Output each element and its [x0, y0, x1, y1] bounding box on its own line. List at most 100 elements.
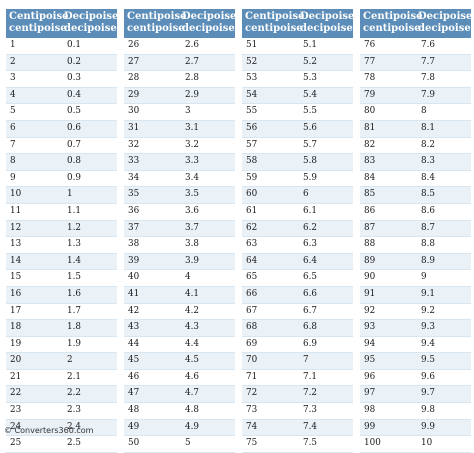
- table-row: 32 3.2: [124, 137, 235, 155]
- decipoise-cell: 5.9: [297, 170, 353, 188]
- table-header-row: Centipoise centipoise Decipoise decipois…: [360, 9, 472, 38]
- centipoise-cell: 87: [360, 220, 415, 238]
- centipoise-cell: 53: [242, 70, 297, 88]
- centipoise-cell: 68: [242, 319, 297, 337]
- centipoise-cell: 7: [6, 137, 61, 155]
- decipoise-cell: 4.8: [179, 402, 235, 420]
- centipoise-cell: 51: [242, 38, 297, 55]
- decipoise-cell: 8.9: [415, 253, 471, 271]
- centipoise-cell: 91: [360, 286, 415, 304]
- decipoise-cell: 9.8: [415, 402, 471, 420]
- table-row: 75 7.5: [242, 435, 353, 453]
- table-row: 19 1.9: [6, 336, 117, 354]
- conversion-table-3: Centipoise centipoise Decipoise decipois…: [242, 9, 354, 453]
- centipoise-cell: 78: [360, 70, 415, 88]
- table-row: 93 9.3: [360, 319, 471, 337]
- table-row: 91 9.1: [360, 286, 471, 304]
- centipoise-cell: 75: [242, 435, 297, 453]
- centipoise-cell: 27: [124, 54, 179, 72]
- table-row: 41 4.1: [124, 286, 235, 304]
- table-row: 100 10: [360, 435, 471, 453]
- table-row: 81 8.1: [360, 120, 471, 138]
- table-row: 90 9: [360, 269, 471, 287]
- decipoise-cell: 6: [297, 186, 353, 204]
- table-row: 13 1.3: [6, 236, 117, 254]
- table-row: 85 8.5: [360, 186, 471, 204]
- table-row: 63 6.3: [242, 236, 353, 254]
- table-row: 49 4.9: [124, 419, 235, 437]
- centipoise-cell: 23: [6, 402, 61, 420]
- centipoise-cell: 84: [360, 170, 415, 188]
- table-row: 68 6.8: [242, 319, 353, 337]
- centipoise-cell: 37: [124, 220, 179, 238]
- decipoise-cell: 0.1: [61, 38, 117, 55]
- centipoise-cell: 10: [6, 186, 61, 204]
- centipoise-cell: 17: [6, 303, 61, 321]
- centipoise-cell: 22: [6, 385, 61, 404]
- centipoise-cell: 70: [242, 352, 297, 370]
- table-row: 46 4.6: [124, 369, 235, 387]
- table-row: 33 3.3: [124, 153, 235, 171]
- centipoise-cell: 48: [124, 402, 179, 420]
- decipoise-cell: 7.5: [297, 435, 353, 453]
- decipoise-cell: 7.3: [297, 402, 353, 420]
- centipoise-cell: 4: [6, 87, 61, 105]
- centipoise-cell: 73: [242, 402, 297, 420]
- centipoise-column-header: Centipoise centipoise: [360, 9, 422, 38]
- table-row: 71 7.1: [242, 369, 353, 387]
- centipoise-cell: 32: [124, 137, 179, 155]
- decipoise-cell: 3.4: [179, 170, 235, 188]
- decipoise-cell: 0.3: [61, 70, 117, 88]
- centipoise-cell: 69: [242, 336, 297, 354]
- table-row: 25 2.5: [6, 435, 117, 453]
- centipoise-cell: 11: [6, 203, 61, 221]
- centipoise-cell: 85: [360, 186, 415, 204]
- centipoise-cell: 82: [360, 137, 415, 155]
- centipoise-cell: 88: [360, 236, 415, 254]
- table-row: 77 7.7: [360, 54, 471, 72]
- centipoise-cell: 67: [242, 303, 297, 321]
- centipoise-cell: 90: [360, 269, 415, 287]
- decipoise-cell: 2.3: [61, 402, 117, 420]
- decipoise-cell: 4.9: [179, 419, 235, 437]
- table-row: 38 3.8: [124, 236, 235, 254]
- table-row: 97 9.7: [360, 385, 471, 404]
- decipoise-cell: 7: [297, 352, 353, 370]
- decipoise-cell: 2.6: [179, 38, 235, 55]
- table-row: 10 1: [6, 186, 117, 204]
- decipoise-cell: 6.5: [297, 269, 353, 287]
- decipoise-cell: 3.5: [179, 186, 235, 204]
- centipoise-cell: 43: [124, 319, 179, 337]
- centipoise-cell: 79: [360, 87, 415, 105]
- table-row: 78 7.8: [360, 70, 471, 88]
- centipoise-cell: 57: [242, 137, 297, 155]
- table-row: 36 3.6: [124, 203, 235, 221]
- table-row: 17 1.7: [6, 303, 117, 321]
- centipoise-cell: 83: [360, 153, 415, 171]
- decipoise-cell: 8.8: [415, 236, 471, 254]
- decipoise-cell: 9: [415, 269, 471, 287]
- centipoise-cell: 61: [242, 203, 297, 221]
- decipoise-cell: 5.5: [297, 103, 353, 121]
- table-row: 83 8.3: [360, 153, 471, 171]
- decipoise-cell: 6.7: [297, 303, 353, 321]
- table-row: 28 2.8: [124, 70, 235, 88]
- centipoise-cell: 89: [360, 253, 415, 271]
- decipoise-cell: 8.7: [415, 220, 471, 238]
- decipoise-cell: 3.3: [179, 153, 235, 171]
- decipoise-cell: 5.2: [297, 54, 353, 72]
- decipoise-cell: 7.6: [415, 38, 471, 55]
- centipoise-cell: 18: [6, 319, 61, 337]
- decipoise-cell: 2.2: [61, 385, 117, 404]
- centipoise-cell: 80: [360, 103, 415, 121]
- decipoise-cell: 2.4: [61, 419, 117, 437]
- table-row: 52 5.2: [242, 54, 353, 72]
- decipoise-cell: 2.5: [61, 435, 117, 453]
- decipoise-column-header: Decipoise decipoise: [179, 9, 236, 38]
- decipoise-cell: 2.9: [179, 87, 235, 105]
- centipoise-cell: 56: [242, 120, 297, 138]
- table-row: 5 0.5: [6, 103, 117, 121]
- decipoise-cell: 4.4: [179, 336, 235, 354]
- decipoise-cell: 1.2: [61, 220, 117, 238]
- table-row: 99 9.9: [360, 419, 471, 437]
